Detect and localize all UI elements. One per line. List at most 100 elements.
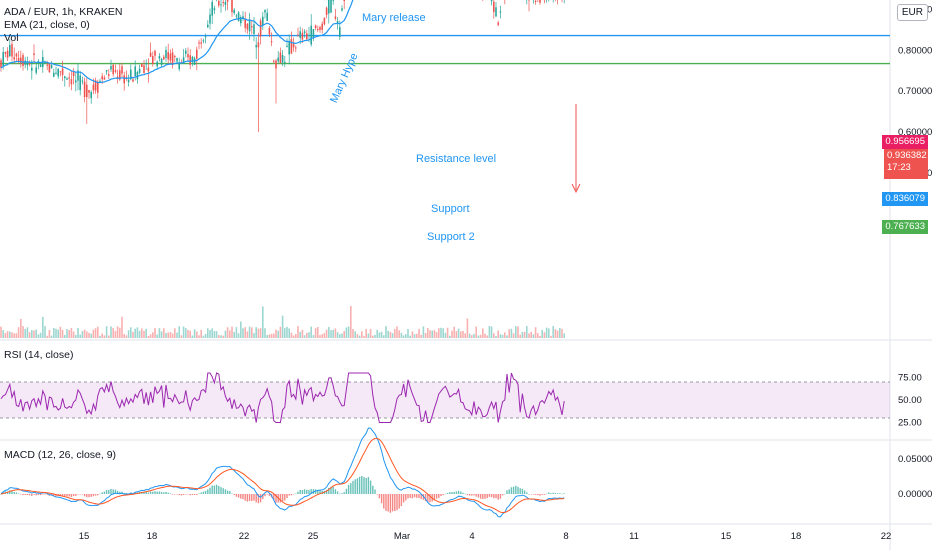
volume-bar xyxy=(99,336,101,338)
volume-bar xyxy=(198,335,200,338)
macd-hist-bar xyxy=(251,494,252,501)
macd-hist-bar xyxy=(403,494,404,502)
volume-bar xyxy=(462,331,464,338)
volume-bar xyxy=(506,335,508,338)
macd-hist-bar xyxy=(161,492,162,494)
candle-body xyxy=(57,69,59,77)
candle-body xyxy=(282,55,284,62)
macd-hist-bar xyxy=(95,494,96,496)
symbol-label[interactable]: ADA / EUR, 1h, KRAKEN xyxy=(4,6,122,19)
macd-hist-bar xyxy=(84,494,85,496)
volume-bar xyxy=(57,330,59,338)
macd-hist-bar xyxy=(306,490,307,494)
macd-hist-bar xyxy=(302,490,303,494)
candle-body xyxy=(295,47,297,48)
candle-body xyxy=(55,73,57,74)
macd-hist-bar xyxy=(11,491,12,494)
candle-body xyxy=(211,2,213,16)
volume-bar xyxy=(528,333,530,338)
macd-hist-bar xyxy=(487,494,488,498)
volume-bar xyxy=(392,333,394,338)
volume-bar xyxy=(537,333,539,338)
candle-body xyxy=(341,8,343,10)
candle-body xyxy=(260,21,262,37)
candle-body xyxy=(332,0,334,1)
macd-hist-bar xyxy=(73,494,74,496)
volume-bar xyxy=(192,335,194,338)
candle-body xyxy=(286,46,288,47)
macd-hist-bar xyxy=(44,494,45,495)
macd-hist-bar xyxy=(500,494,501,499)
macd-hist-bar xyxy=(289,494,290,496)
macd-hist-bar xyxy=(152,492,153,494)
volume-bar xyxy=(299,332,301,338)
macd-hist-bar xyxy=(33,494,34,495)
volume-bar xyxy=(456,331,458,338)
macd-hist-bar xyxy=(104,492,105,494)
volume-bar xyxy=(438,328,440,338)
volume-bar xyxy=(251,327,253,338)
candle-body xyxy=(29,63,31,64)
candle-body xyxy=(104,78,106,80)
macd-hist-bar xyxy=(524,490,525,494)
candle-body xyxy=(269,28,271,34)
macd-hist-bar xyxy=(511,487,512,494)
volume-bar xyxy=(185,328,187,338)
volume-bar xyxy=(511,329,513,338)
macd-hist-bar xyxy=(207,489,208,494)
candle-body xyxy=(53,73,55,77)
candle-body xyxy=(165,50,167,58)
candle-body xyxy=(291,39,293,54)
macd-hist-bar xyxy=(179,494,180,495)
volume-bar xyxy=(264,328,266,338)
candle-body xyxy=(97,82,99,93)
support2-annotation[interactable]: Support 2 xyxy=(427,231,475,243)
volume-bar xyxy=(5,333,7,338)
macd-legend[interactable]: MACD (12, 26, close, 9) xyxy=(4,449,116,462)
macd-hist-bar xyxy=(363,477,364,494)
ema-label[interactable]: EMA (21, close, 0) xyxy=(4,19,122,32)
volume-bar xyxy=(154,328,156,338)
candle-body xyxy=(222,2,224,3)
candle-body xyxy=(40,65,42,67)
resistance-annotation[interactable]: Resistance level xyxy=(416,153,496,165)
volume-bar xyxy=(550,336,552,338)
macd-hist-bar xyxy=(359,477,360,494)
volume-bar xyxy=(436,332,438,338)
volume-bar xyxy=(515,326,517,338)
currency-button[interactable]: EUR xyxy=(897,4,928,21)
volume-bar xyxy=(348,327,350,338)
candle-body xyxy=(317,29,319,30)
volume-bar xyxy=(308,332,310,338)
volume-bar xyxy=(46,336,48,338)
volume-bar xyxy=(13,333,15,338)
volume-bar xyxy=(280,327,282,338)
mary-release-annotation[interactable]: Mary release xyxy=(362,12,426,24)
rsi-legend[interactable]: RSI (14, close) xyxy=(4,349,73,362)
macd-hist-bar xyxy=(542,494,543,495)
vol-label[interactable]: Vol xyxy=(4,32,122,45)
volume-bar xyxy=(115,331,117,338)
volume-bar xyxy=(535,327,537,338)
volume-bar xyxy=(60,327,62,338)
macd-hist-bar xyxy=(168,493,169,494)
candle-body xyxy=(255,45,257,47)
candle-body xyxy=(108,74,110,76)
volume-bar xyxy=(544,332,546,338)
macd-hist-bar xyxy=(40,494,41,495)
volume-bar xyxy=(469,334,471,338)
macd-hist-bar xyxy=(381,494,382,503)
macd-hist-bar xyxy=(201,492,202,494)
candle-body xyxy=(284,62,286,63)
volume-bar xyxy=(178,326,180,338)
candle-body xyxy=(310,26,312,45)
volume-bar xyxy=(253,333,255,338)
candle-body xyxy=(73,72,75,76)
candle-body xyxy=(49,63,51,72)
support-annotation[interactable]: Support xyxy=(431,203,470,215)
macd-hist-bar xyxy=(165,492,166,494)
candle-body xyxy=(249,20,251,32)
